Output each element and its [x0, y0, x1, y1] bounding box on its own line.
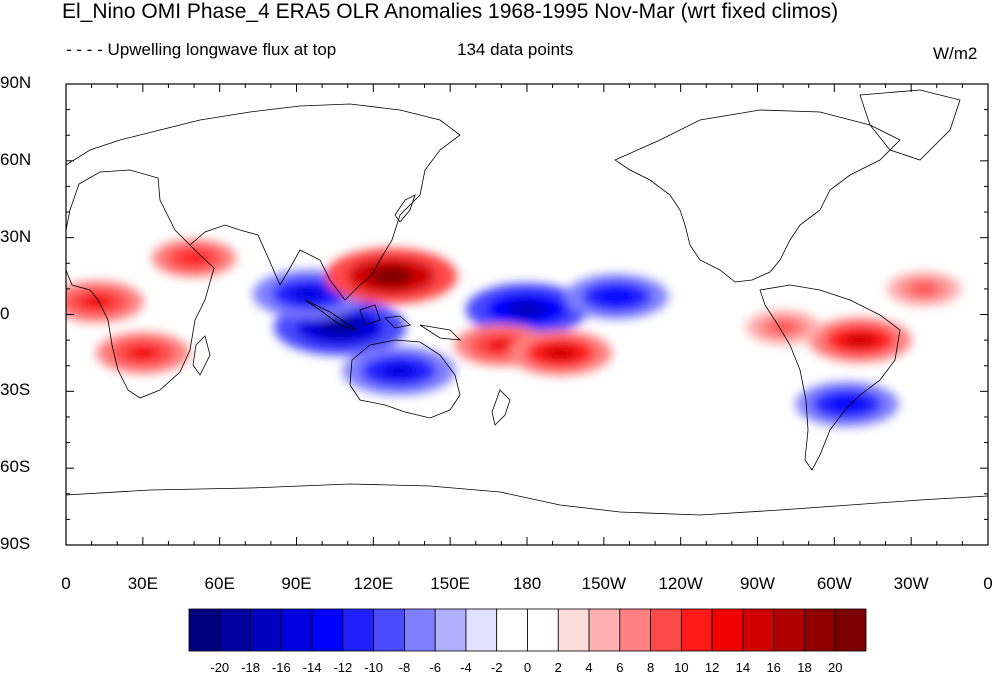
colorbar-box [711, 608, 744, 652]
latitude-label: 30S [0, 380, 31, 400]
longitude-label: 150E [430, 574, 471, 593]
data-point-count: 134 data points [457, 40, 574, 59]
colorbar-box [342, 608, 375, 652]
anomaly-region [290, 285, 329, 303]
colorbar-box [588, 608, 621, 652]
colorbar-box [496, 608, 528, 652]
anomaly-region [829, 396, 865, 412]
latitude-label: 60S [0, 457, 31, 477]
colorbar-box [557, 608, 590, 652]
anomaly-region [380, 362, 418, 379]
anomaly-region [842, 332, 878, 348]
anomaly-region [81, 294, 113, 309]
colorbar-label: -4 [460, 660, 472, 675]
longitude-label: 150W [581, 574, 627, 593]
anomaly-region [506, 300, 548, 319]
colorbar-label: -16 [271, 660, 291, 675]
colorbar-label: 0 [523, 660, 532, 675]
colorbar-label: 12 [704, 660, 720, 675]
variable-description: - - - - Upwelling longwave flux at top [66, 40, 337, 59]
colorbar-box [619, 608, 651, 652]
colorbar-label: 6 [616, 660, 624, 675]
colorbar-label: -6 [429, 660, 441, 675]
colorbar-label: -10 [364, 660, 384, 675]
longitude-label: 60E [204, 574, 235, 593]
colorbar-label: -20 [210, 660, 230, 675]
colorbar-label: -8 [398, 660, 411, 675]
anomaly-region [318, 317, 363, 337]
colorbar-box [527, 608, 559, 652]
colorbar-box [219, 608, 251, 652]
longitude-label: 30E [127, 574, 158, 593]
olr-anomaly-field [66, 239, 962, 427]
colorbar [188, 608, 867, 652]
anomaly-region [127, 345, 159, 360]
anomaly-region [180, 251, 209, 265]
latitude-label: 30N [0, 226, 32, 246]
longitude-label: 120E [353, 574, 394, 593]
colorbar-label: -2 [490, 660, 503, 675]
colorbar-label: 4 [585, 660, 593, 675]
longitude-label: 0 [61, 574, 71, 593]
colorbar-label: 10 [674, 660, 689, 675]
longitude-label: 120W [658, 574, 703, 593]
plot-title: El_Nino OMI Phase_4 ERA5 OLR Anomalies 1… [62, 0, 839, 23]
longitude-label: 90E [281, 574, 312, 593]
units-label: W/m2 [933, 44, 978, 63]
colorbar-label: -12 [333, 660, 353, 675]
anomaly-region [369, 266, 414, 286]
anomaly-region [599, 289, 634, 305]
colorbar-box [465, 608, 498, 652]
colorbar-label: 8 [646, 660, 655, 675]
longitude-label: 90W [740, 574, 775, 593]
latitude-label: 0 [0, 303, 10, 323]
anomaly-region [911, 283, 937, 295]
latitude-label: 60N [0, 149, 32, 169]
anomaly-blobs [66, 239, 962, 427]
colorbar-label: 14 [735, 660, 751, 675]
colorbar-box [188, 608, 221, 652]
latitude-label: 90N [0, 73, 32, 92]
colorbar-label: 20 [827, 660, 843, 675]
colorbar-label: 2 [554, 660, 562, 675]
colorbar-box [311, 608, 344, 652]
colorbar-box [742, 608, 775, 652]
longitude-label: 180 [512, 574, 542, 593]
colorbar-box [404, 608, 436, 652]
colorbar-box [250, 608, 282, 652]
coastlines [66, 89, 988, 516]
anomaly-region [543, 345, 578, 361]
map-frame [65, 83, 989, 546]
longitude-label: 60W [816, 574, 852, 593]
colorbar-box [650, 608, 682, 652]
longitude-label: 30W [893, 574, 929, 593]
colorbar-label: -18 [241, 660, 260, 675]
colorbar-box [834, 608, 867, 652]
anomaly-region [485, 338, 517, 353]
colorbar-box [804, 608, 836, 652]
colorbar-box [280, 608, 313, 652]
colorbar-box [373, 608, 405, 652]
colorbar-label: 18 [797, 660, 812, 675]
colorbar-box [773, 608, 805, 652]
anomaly-region [770, 321, 796, 334]
longitude-label: 0 [983, 574, 993, 593]
latitude-label: 90S [0, 534, 31, 553]
colorbar-label: 16 [766, 660, 781, 675]
colorbar-box [434, 608, 467, 652]
colorbar-box [680, 608, 713, 652]
colorbar-label: -14 [302, 660, 322, 675]
